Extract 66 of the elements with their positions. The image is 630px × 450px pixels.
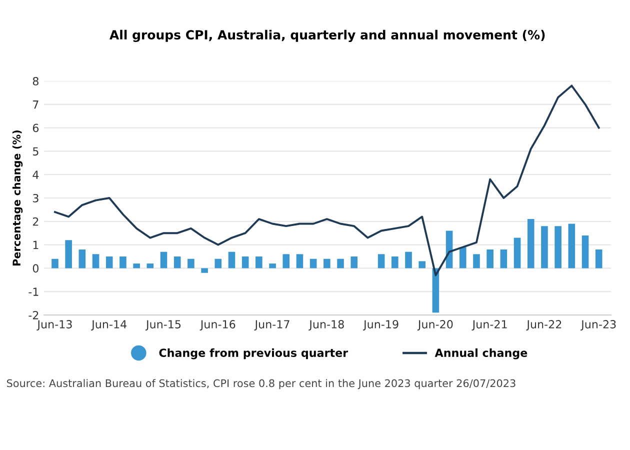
bar xyxy=(52,258,58,268)
bar xyxy=(405,252,412,268)
bar xyxy=(120,256,126,268)
bar xyxy=(160,252,168,268)
y-tick-label: 2 xyxy=(32,217,38,226)
bar xyxy=(473,254,480,268)
bar xyxy=(324,258,330,268)
x-tick-label: Jun-21 xyxy=(472,320,507,331)
y-tick-label: -1 xyxy=(28,288,38,296)
bar xyxy=(310,258,317,268)
line-series xyxy=(54,84,600,276)
bar xyxy=(582,235,589,268)
bar xyxy=(282,254,290,268)
y-tick-label: 0 xyxy=(32,264,38,273)
bar xyxy=(486,249,494,268)
y-tick-label: -2 xyxy=(28,310,38,320)
bar xyxy=(256,256,262,268)
bar xyxy=(296,254,304,268)
y-tick-label: 4 xyxy=(32,170,39,179)
bar xyxy=(350,256,358,268)
y-tick-label: 3 xyxy=(33,194,38,202)
x-tick-label: Jun-13 xyxy=(36,320,72,331)
bar xyxy=(201,268,208,273)
bar xyxy=(595,249,602,268)
x-tick-label: Jun-23 xyxy=(580,320,616,331)
bar xyxy=(541,226,548,268)
x-tick-label: Jun-17 xyxy=(254,320,290,331)
x-tick-label: Jun-14 xyxy=(91,320,126,331)
bar xyxy=(106,256,113,268)
x-tick-label: Jun-18 xyxy=(308,320,344,331)
bar xyxy=(242,256,249,268)
bar xyxy=(392,256,398,268)
bar xyxy=(228,252,236,268)
x-tick-label: Jun-15 xyxy=(145,320,181,331)
legend-label: Change from previous quarter xyxy=(159,348,348,360)
y-axis-title: Percentage change (%) xyxy=(12,130,23,266)
bar xyxy=(337,258,344,268)
y-tick-label: 7 xyxy=(33,100,38,109)
bar xyxy=(133,264,140,268)
source-note: Source: Australian Bureau of Statistics, CPI rose 0.8 per cent in the June 2023 quarter 26/07/2023 xyxy=(6,379,516,390)
x-tick-label: Jun-22 xyxy=(526,320,562,331)
x-tick-label: Jun-20 xyxy=(417,320,453,331)
y-tick-label: 1 xyxy=(33,240,38,250)
x-tick-label: Jun-16 xyxy=(200,320,236,331)
chart-title: All groups CPI, Australia, quarterly and annual movement (%) xyxy=(110,30,545,42)
bar xyxy=(418,261,426,268)
bar xyxy=(188,258,194,268)
bar xyxy=(514,238,521,268)
y-tick-label: 6 xyxy=(32,124,39,132)
bar xyxy=(146,264,154,268)
bar xyxy=(527,219,534,268)
bar xyxy=(459,247,466,268)
y-tick-label: 5 xyxy=(33,147,38,156)
y-tick-label: 8 xyxy=(32,76,38,86)
bar xyxy=(65,240,72,268)
bar xyxy=(78,249,86,268)
bar xyxy=(269,264,276,268)
bar xyxy=(214,258,222,268)
bar xyxy=(92,254,100,268)
bar xyxy=(378,254,385,268)
bar xyxy=(554,226,562,268)
x-tick-label: Jun-19 xyxy=(362,320,398,331)
legend-label: Annual change xyxy=(434,348,528,360)
bar xyxy=(174,256,181,268)
bar xyxy=(568,224,576,268)
bar xyxy=(500,249,508,268)
